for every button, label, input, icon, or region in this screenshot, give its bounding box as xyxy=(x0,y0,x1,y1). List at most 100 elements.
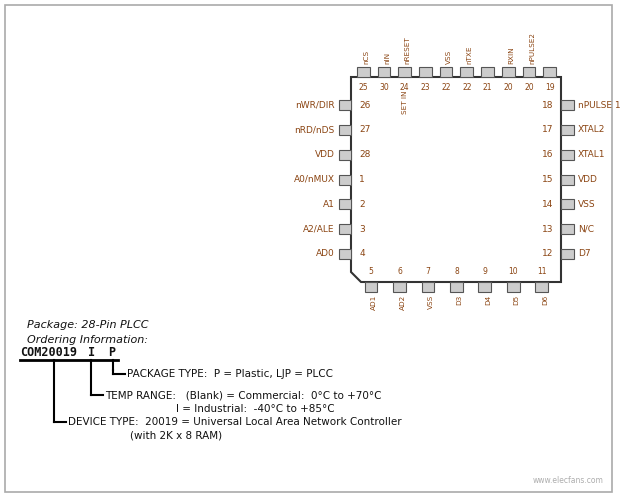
Bar xyxy=(562,224,574,234)
Text: I: I xyxy=(88,346,96,359)
Text: XTAL2: XTAL2 xyxy=(578,125,606,134)
Bar xyxy=(535,282,548,292)
Text: nPULSE 1: nPULSE 1 xyxy=(578,100,621,109)
Text: VDD: VDD xyxy=(578,175,598,184)
Text: D4: D4 xyxy=(485,295,491,305)
Text: VDD: VDD xyxy=(315,150,335,159)
Bar xyxy=(562,174,574,184)
Text: 22: 22 xyxy=(442,83,451,92)
Text: 20: 20 xyxy=(503,83,513,92)
Text: D6: D6 xyxy=(542,295,548,305)
Text: VSS: VSS xyxy=(578,200,596,209)
Bar xyxy=(398,67,411,77)
Text: 3: 3 xyxy=(359,225,365,234)
Text: N/C: N/C xyxy=(578,225,594,234)
Text: A0/nMUX: A0/nMUX xyxy=(294,175,335,184)
Text: nRESET: nRESET xyxy=(404,36,411,64)
Text: 5: 5 xyxy=(369,267,374,276)
Text: 6: 6 xyxy=(397,267,402,276)
Bar xyxy=(450,282,463,292)
Bar xyxy=(460,67,473,77)
Bar xyxy=(421,282,434,292)
Bar xyxy=(562,150,574,160)
Text: AD2: AD2 xyxy=(399,295,406,310)
Text: 4: 4 xyxy=(359,249,365,258)
Text: 12: 12 xyxy=(542,249,554,258)
Bar xyxy=(338,174,352,184)
Text: 27: 27 xyxy=(359,125,370,134)
Polygon shape xyxy=(352,77,562,282)
Text: 1: 1 xyxy=(359,175,365,184)
Bar xyxy=(543,67,556,77)
Text: RXIN: RXIN xyxy=(508,46,515,64)
Text: 13: 13 xyxy=(542,225,554,234)
Text: A2/ALE: A2/ALE xyxy=(303,225,335,234)
Text: 30: 30 xyxy=(379,83,389,92)
Text: 8: 8 xyxy=(454,267,459,276)
Text: D5: D5 xyxy=(513,295,520,305)
Text: PACKAGE TYPE:  P = Plastic, LJP = PLCC: PACKAGE TYPE: P = Plastic, LJP = PLCC xyxy=(126,369,333,379)
Text: nPULSE2: nPULSE2 xyxy=(529,32,535,64)
Text: VSS: VSS xyxy=(446,50,452,64)
Text: 22: 22 xyxy=(462,83,472,92)
Bar xyxy=(357,67,370,77)
Text: 11: 11 xyxy=(537,267,547,276)
Text: 17: 17 xyxy=(542,125,554,134)
Bar xyxy=(419,67,431,77)
Bar xyxy=(338,224,352,234)
Text: XTAL1: XTAL1 xyxy=(578,150,606,159)
Text: COM20019: COM20019 xyxy=(19,346,77,359)
Bar xyxy=(440,67,452,77)
Text: Package: 28-Pin PLCC: Package: 28-Pin PLCC xyxy=(28,320,149,330)
Bar xyxy=(562,125,574,135)
Bar xyxy=(562,249,574,259)
Text: I = Industrial:  -40°C to +85°C: I = Industrial: -40°C to +85°C xyxy=(175,404,335,414)
Text: 7: 7 xyxy=(425,267,430,276)
Bar xyxy=(507,282,520,292)
Text: 24: 24 xyxy=(400,83,409,92)
Bar xyxy=(523,67,535,77)
Text: D7: D7 xyxy=(578,249,591,258)
Bar xyxy=(377,67,390,77)
Text: (with 2K x 8 RAM): (with 2K x 8 RAM) xyxy=(130,431,221,441)
Text: 9: 9 xyxy=(482,267,487,276)
Bar xyxy=(365,282,377,292)
Text: P: P xyxy=(108,346,115,359)
Bar xyxy=(338,199,352,209)
Text: 14: 14 xyxy=(542,200,554,209)
Text: 28: 28 xyxy=(359,150,370,159)
Text: AD0: AD0 xyxy=(316,249,335,258)
Text: VSS: VSS xyxy=(428,295,434,309)
Bar xyxy=(338,125,352,135)
Text: 26: 26 xyxy=(359,100,370,109)
Text: 25: 25 xyxy=(359,83,368,92)
Text: 21: 21 xyxy=(482,83,493,92)
Text: 10: 10 xyxy=(508,267,518,276)
Text: 16: 16 xyxy=(542,150,554,159)
Text: 15: 15 xyxy=(542,175,554,184)
Bar xyxy=(338,150,352,160)
Bar xyxy=(338,100,352,110)
Bar xyxy=(562,100,574,110)
Text: AD1: AD1 xyxy=(371,295,377,310)
Text: 19: 19 xyxy=(545,83,554,92)
Text: 18: 18 xyxy=(542,100,554,109)
Bar xyxy=(393,282,406,292)
Text: 2: 2 xyxy=(359,200,365,209)
Bar xyxy=(502,67,515,77)
Text: nIN: nIN xyxy=(384,52,390,64)
Bar xyxy=(479,282,491,292)
Text: A1: A1 xyxy=(323,200,335,209)
Bar xyxy=(562,199,574,209)
Bar xyxy=(481,67,494,77)
Text: 20: 20 xyxy=(524,83,534,92)
Text: SET IN: SET IN xyxy=(401,91,408,114)
Text: nWR/DIR: nWR/DIR xyxy=(295,100,335,109)
Text: DEVICE TYPE:  20019 = Universal Local Area Network Controller: DEVICE TYPE: 20019 = Universal Local Are… xyxy=(68,417,401,427)
Text: D3: D3 xyxy=(457,295,462,305)
Text: nCS: nCS xyxy=(363,50,369,64)
Text: TEMP RANGE:   (Blank) = Commercial:  0°C to +70°C: TEMP RANGE: (Blank) = Commercial: 0°C to… xyxy=(105,390,382,400)
Text: Ordering Information:: Ordering Information: xyxy=(28,335,148,345)
Text: nTXE: nTXE xyxy=(467,46,473,64)
Text: www.elecfans.com: www.elecfans.com xyxy=(533,476,604,485)
